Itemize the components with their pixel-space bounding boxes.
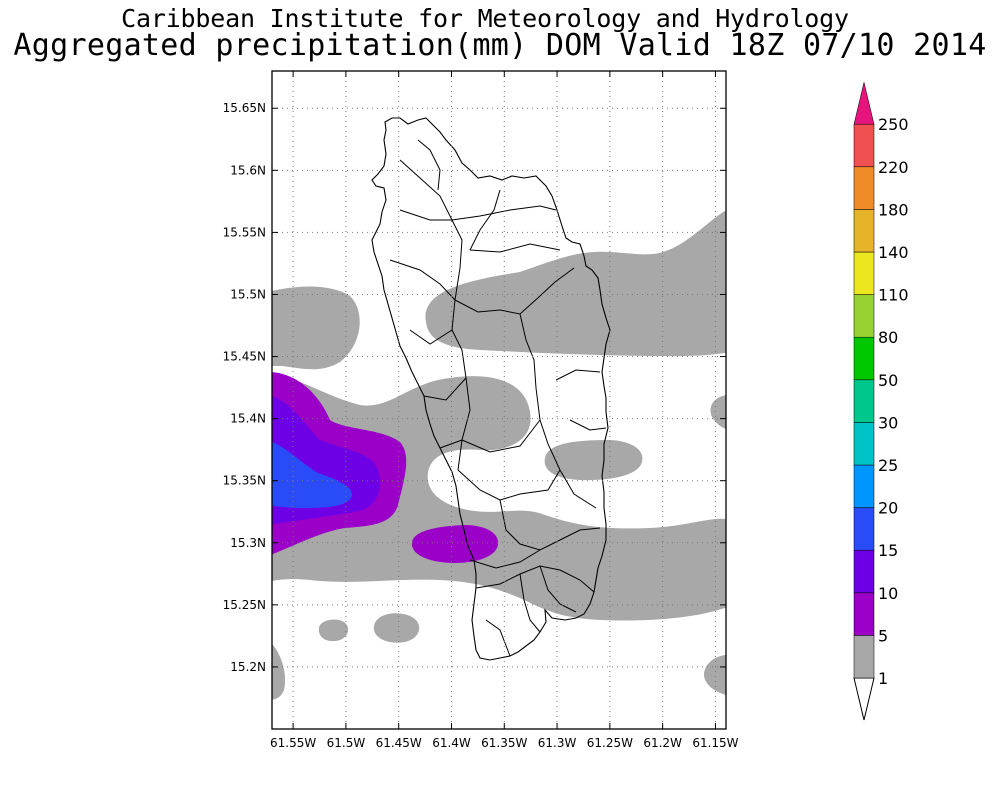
chart-title-product: Aggregated precipitation(mm) DOM Valid 1…: [13, 28, 987, 63]
colorbar-swatch: [853, 294, 875, 338]
colorbar-label: 1: [878, 669, 888, 688]
precip-area-5mm-south: [411, 525, 499, 563]
map-frame: [271, 70, 727, 730]
colorbar-low-triangle: [853, 677, 875, 721]
colorbar-label: 180: [878, 200, 909, 219]
colorbar-label: 140: [878, 243, 909, 262]
watershed-boundary: [469, 189, 501, 251]
watershed-boundary: [569, 419, 607, 431]
lat-tick-label: 15.55N: [223, 225, 266, 239]
precip-area-1mm-north-band: [425, 210, 726, 357]
precip-area-1mm-southwest-a: [318, 619, 349, 642]
precip-area-1mm-southwest-b: [373, 613, 420, 643]
watershed-boundary: [539, 565, 577, 613]
watershed-boundary: [461, 419, 541, 453]
lat-tick-label: 15.25N: [223, 598, 266, 612]
colorbar-label: 10: [878, 584, 898, 603]
colorbar-swatch: [853, 123, 875, 168]
colorbar-high-triangle: [853, 82, 875, 125]
watershed-boundary: [485, 619, 511, 657]
watershed-boundary: [423, 377, 467, 401]
precip-area-1mm-west-top: [272, 286, 360, 370]
watershed-boundary: [519, 573, 541, 633]
lon-tick-label: 61.25W: [587, 736, 633, 750]
colorbar-label: 250: [878, 115, 909, 134]
colorbar-swatch: [853, 549, 875, 594]
colorbar-label: 20: [878, 499, 898, 518]
lat-tick-label: 15.4N: [230, 412, 266, 426]
lon-tick-label: 61.5W: [327, 736, 366, 750]
colorbar-label: 220: [878, 158, 909, 177]
colorbar-label: 5: [878, 626, 888, 645]
lat-tick-label: 15.65N: [223, 101, 266, 115]
lon-tick-label: 61.3W: [538, 736, 577, 750]
colorbar-label: 50: [878, 371, 898, 390]
colorbar-label: 15: [878, 541, 898, 560]
lon-tick-label: 61.15W: [692, 736, 738, 750]
lat-tick-label: 15.45N: [223, 350, 266, 364]
colorbar-swatch: [853, 592, 875, 636]
chart-title-institute: Caribbean Institute for Meteorology and …: [121, 4, 849, 33]
precip-area-1mm-east-bottom: [703, 655, 726, 696]
lon-tick-label: 61.45W: [376, 736, 422, 750]
watershed-boundary: [469, 243, 561, 253]
colorbar-swatch: [853, 209, 875, 253]
watershed-boundary: [417, 139, 441, 191]
colorbar-swatch: [853, 379, 875, 423]
watershed-boundary: [457, 469, 561, 501]
precip-area-1mm-west-bottom: [272, 643, 285, 700]
precip-area-1mm-east-mid: [544, 440, 643, 481]
colorbar-swatch: [853, 507, 875, 551]
dominica-island-outline: [371, 117, 611, 661]
colorbar-label: 25: [878, 456, 898, 475]
precip-area-1mm-east-edge: [710, 395, 726, 430]
colorbar-label: 80: [878, 328, 898, 347]
watershed-boundary: [389, 259, 456, 301]
precipitation-shading: [272, 210, 726, 700]
colorbar-label: 30: [878, 413, 898, 432]
lat-tick-label: 15.3N: [230, 536, 266, 550]
colorbar-label: 110: [878, 286, 909, 305]
precip-area-1mm-central: [272, 372, 726, 621]
colorbar-swatch: [853, 251, 875, 295]
watershed-boundary: [439, 439, 463, 449]
watershed-boundary: [409, 329, 453, 345]
colorbar-swatch: [853, 422, 875, 466]
lat-tick-label: 15.6N: [230, 163, 266, 177]
lat-tick-label: 15.35N: [223, 474, 266, 488]
colorbar-swatch: [853, 336, 875, 381]
lon-tick-label: 61.35W: [481, 736, 527, 750]
colorbar-swatch: [853, 166, 875, 210]
precip-area-15mm-west: [272, 441, 352, 508]
colorbar-swatch: [853, 635, 875, 679]
map-gridlines: [272, 71, 726, 729]
dominica-coastline: [371, 117, 611, 661]
lon-tick-label: 61.4W: [432, 736, 471, 750]
lon-tick-label: 61.2W: [643, 736, 682, 750]
colorbar-swatch: [853, 464, 875, 508]
map-axes: 15.65N 15.6N 15.55N 15.5N 15.45N 15.4N 15.35N 1…: [223, 71, 739, 750]
watershed-boundary: [399, 205, 557, 221]
lat-tick-label: 15.5N: [230, 287, 266, 301]
watershed-boundary: [469, 549, 541, 569]
lat-tick-label: 15.2N: [230, 660, 266, 674]
watershed-boundary: [555, 369, 601, 381]
lon-tick-label: 61.55W: [270, 736, 316, 750]
